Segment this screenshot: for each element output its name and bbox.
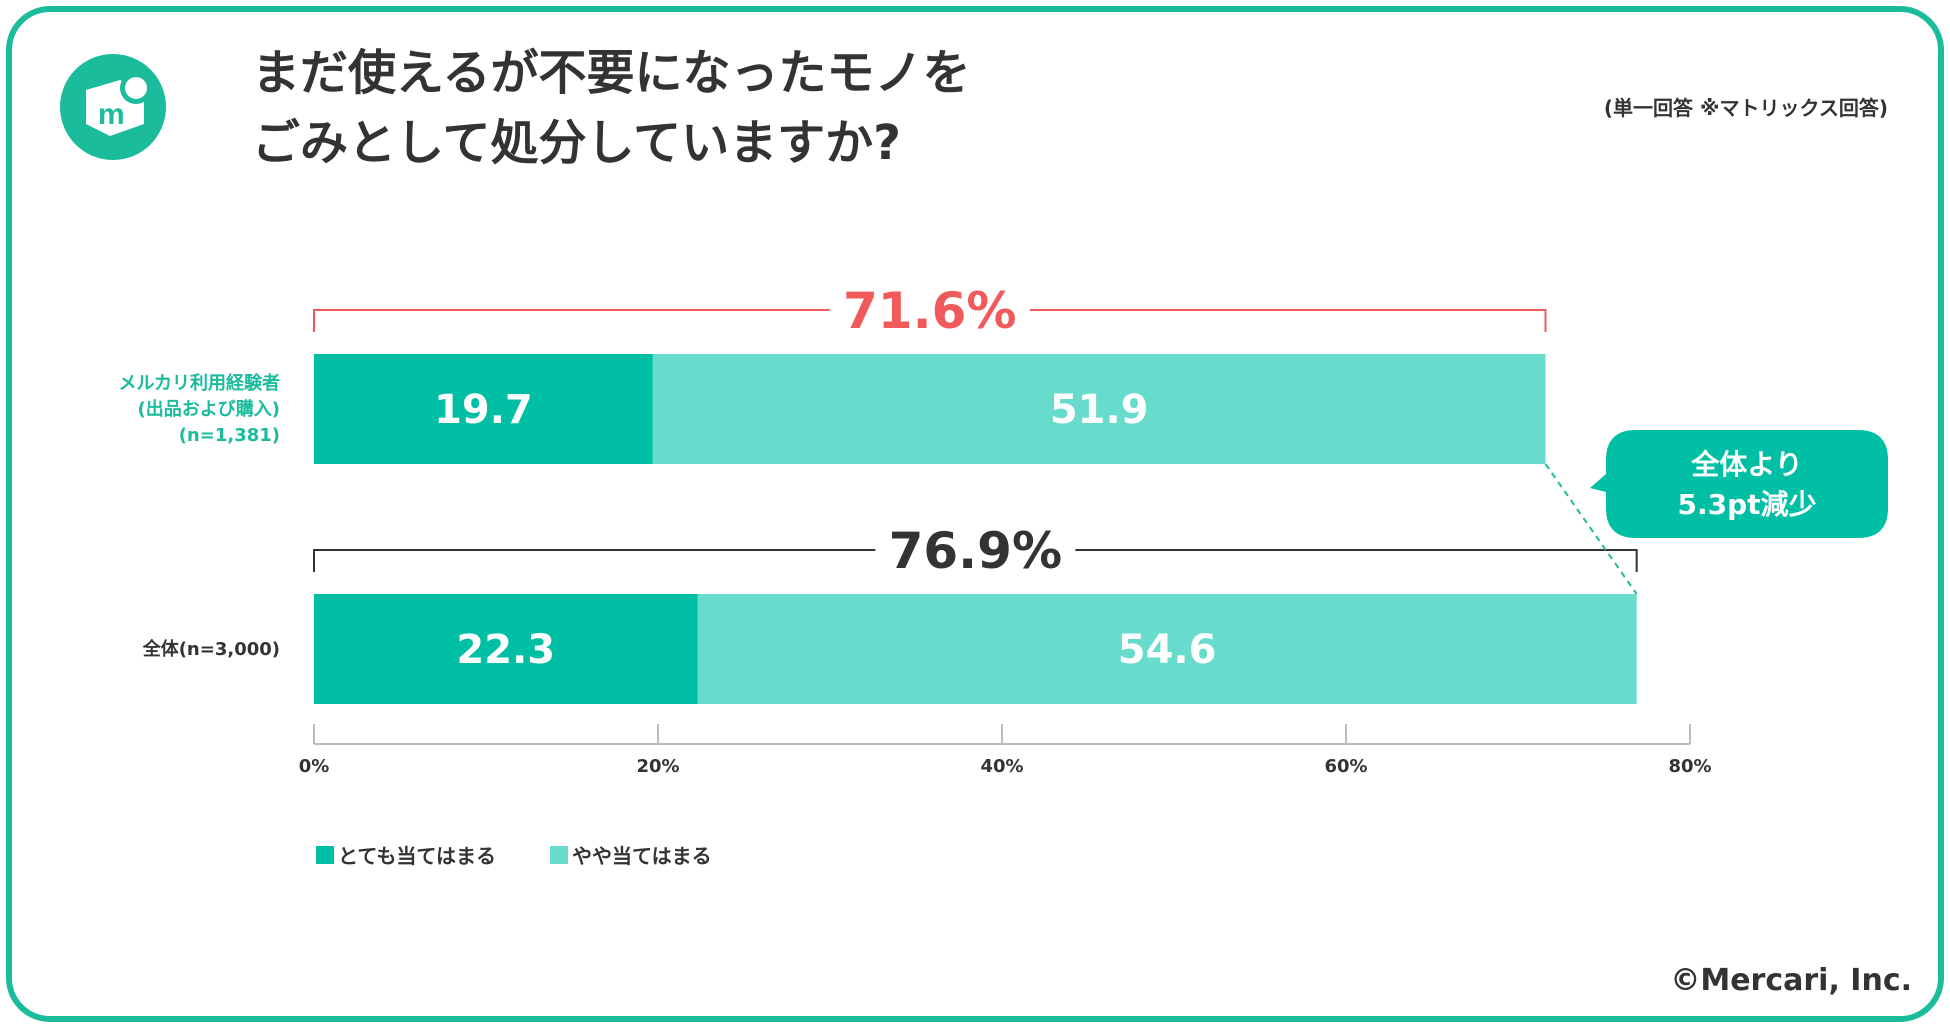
- legend-label: とても当てはまる: [338, 844, 496, 868]
- title-line-1: まだ使えるが不要になったモノを: [252, 45, 971, 101]
- x-tick-label: 20%: [636, 756, 679, 777]
- bar-value-label: 51.9: [1050, 387, 1149, 433]
- bar-value-label: 19.7: [434, 387, 533, 433]
- callout-bubble: [1590, 430, 1888, 538]
- bar-segment: [314, 354, 653, 464]
- callout-text: 5.3pt減少: [1677, 488, 1816, 521]
- total-bracket: [313, 309, 1547, 332]
- category-label: (出品および購入): [138, 398, 280, 420]
- legend-swatch: [550, 846, 568, 864]
- total-label: 71.6%: [843, 282, 1016, 340]
- mercari-box-logo-icon: m: [60, 54, 166, 160]
- title-line-2: ごみとして処分していますか?: [252, 115, 901, 171]
- answer-type-note: (単一回答 ※マトリックス回答): [1603, 96, 1888, 120]
- bar-segment: [314, 594, 698, 704]
- bar-value-label: 54.6: [1118, 627, 1217, 673]
- svg-text:m: m: [98, 98, 125, 131]
- legend-swatch: [316, 846, 334, 864]
- total-label: 76.9%: [889, 522, 1062, 580]
- category-label: (n=1,381): [179, 425, 280, 446]
- bar-value-label: 22.3: [456, 627, 555, 673]
- copyright: ©Mercari, Inc.: [1670, 963, 1912, 998]
- x-tick-label: 60%: [1324, 756, 1367, 777]
- callout-text: 全体より: [1690, 448, 1802, 481]
- page-title: まだ使えるが不要になったモノを ごみとして処分していますか?: [252, 38, 1402, 178]
- total-bracket: [313, 549, 1638, 572]
- category-label: メルカリ利用経験者: [119, 372, 280, 394]
- difference-connector: [1544, 463, 1638, 595]
- x-tick-label: 80%: [1668, 756, 1711, 777]
- x-tick-label: 40%: [980, 756, 1023, 777]
- legend-label: やや当てはまる: [572, 844, 712, 868]
- bar-segment: [652, 354, 1546, 464]
- category-label: 全体(n=3,000): [142, 638, 280, 660]
- x-tick-label: 0%: [299, 756, 330, 777]
- bar-segment: [697, 594, 1637, 704]
